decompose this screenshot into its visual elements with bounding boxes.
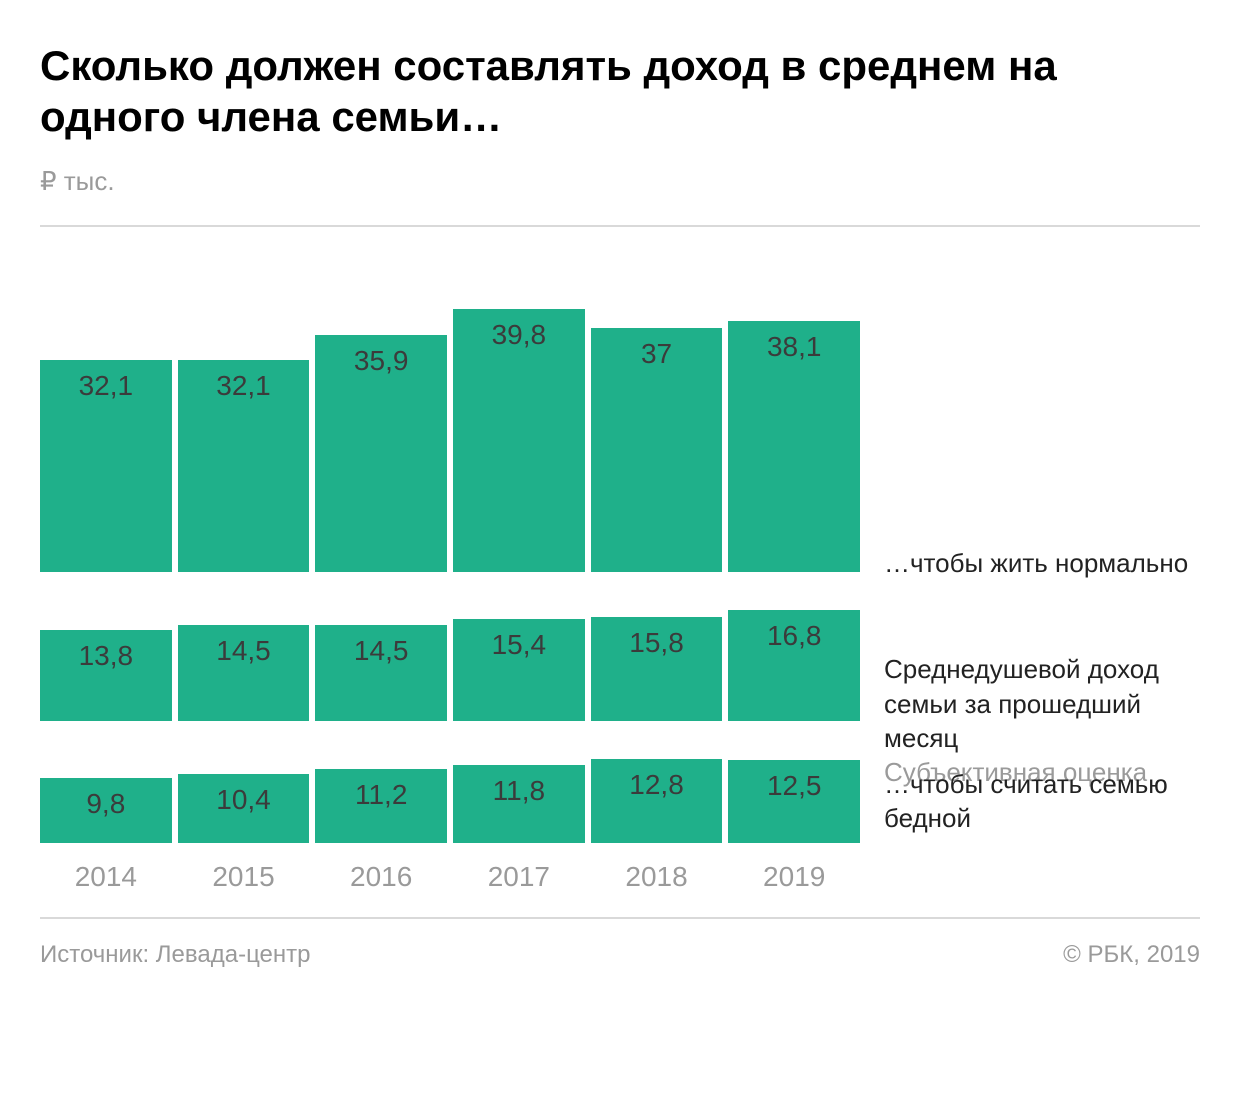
bars-row: 32,132,135,939,83738,1 [40,309,860,574]
bar: 15,4 [453,619,585,721]
bar: 32,1 [178,360,310,572]
chart-subtitle: ₽ тыс. [40,166,1200,197]
bars-row: 13,814,514,515,415,816,8 [40,610,860,723]
chart-title: Сколько должен составлять доход в средне… [40,40,1200,142]
series-caption-poor: …чтобы считать семью бедной [884,767,1200,836]
bar: 14,5 [315,625,447,721]
bar-value-label: 35,9 [315,345,447,377]
bar: 38,1 [728,321,860,572]
bar: 10,4 [178,774,310,843]
x-tick: 2014 [40,861,172,893]
bar-value-label: 39,8 [453,319,585,351]
bar-value-label: 32,1 [40,370,172,402]
bar: 9,8 [40,778,172,843]
bar: 11,2 [315,769,447,843]
bar: 13,8 [40,630,172,721]
bar: 16,8 [728,610,860,721]
x-tick: 2017 [453,861,585,893]
bar: 12,8 [591,759,723,843]
bar-value-label: 12,8 [591,769,723,801]
bars-column: 32,132,135,939,83738,113,814,514,515,415… [40,237,860,917]
bar: 14,5 [178,625,310,721]
series-normal: 32,132,135,939,83738,1 [40,309,860,574]
bar: 11,8 [453,765,585,843]
series-actual: 13,814,514,515,415,816,8 [40,610,860,723]
x-tick: 2016 [315,861,447,893]
bar-value-label: 12,5 [728,770,860,802]
series-caption-main: …чтобы жить нормально [884,546,1200,580]
bar: 35,9 [315,335,447,572]
bar: 15,8 [591,617,723,721]
bar-value-label: 37 [591,338,723,370]
bar: 39,8 [453,309,585,572]
bar-value-label: 13,8 [40,640,172,672]
x-tick: 2018 [591,861,723,893]
bar: 32,1 [40,360,172,572]
bar-value-label: 38,1 [728,331,860,363]
top-divider [40,225,1200,227]
bar-value-label: 15,4 [453,629,585,661]
bottom-divider [40,917,1200,919]
bar-value-label: 10,4 [178,784,310,816]
bar-value-label: 14,5 [178,635,310,667]
bar-value-label: 9,8 [40,788,172,820]
bar-value-label: 15,8 [591,627,723,659]
x-axis: 201420152016201720182019 [40,861,860,893]
bar-value-label: 14,5 [315,635,447,667]
series-caption-normal: …чтобы жить нормально [884,546,1200,580]
source-label: Источник: Левада-центр [40,941,310,969]
credit-label: © РБК, 2019 [1063,941,1200,969]
bar: 12,5 [728,760,860,843]
bar-value-label: 32,1 [178,370,310,402]
footer: Источник: Левада-центр © РБК, 2019 [40,941,1200,969]
series-caption-main: Среднедушевой доход семьи за прошедший м… [884,652,1200,755]
x-tick: 2015 [178,861,310,893]
bar-value-label: 16,8 [728,620,860,652]
bar-value-label: 11,2 [315,779,447,811]
series-poor: 9,810,411,211,812,812,5 [40,759,860,845]
bar-value-label: 11,8 [453,775,585,807]
bar: 37 [591,328,723,572]
series-caption-main: …чтобы считать семью бедной [884,767,1200,836]
chart-area: 32,132,135,939,83738,113,814,514,515,415… [40,237,1200,917]
bars-row: 9,810,411,211,812,812,5 [40,759,860,845]
x-tick: 2019 [728,861,860,893]
captions-column: …чтобы жить нормально Среднедушевой доход… [860,237,1200,917]
